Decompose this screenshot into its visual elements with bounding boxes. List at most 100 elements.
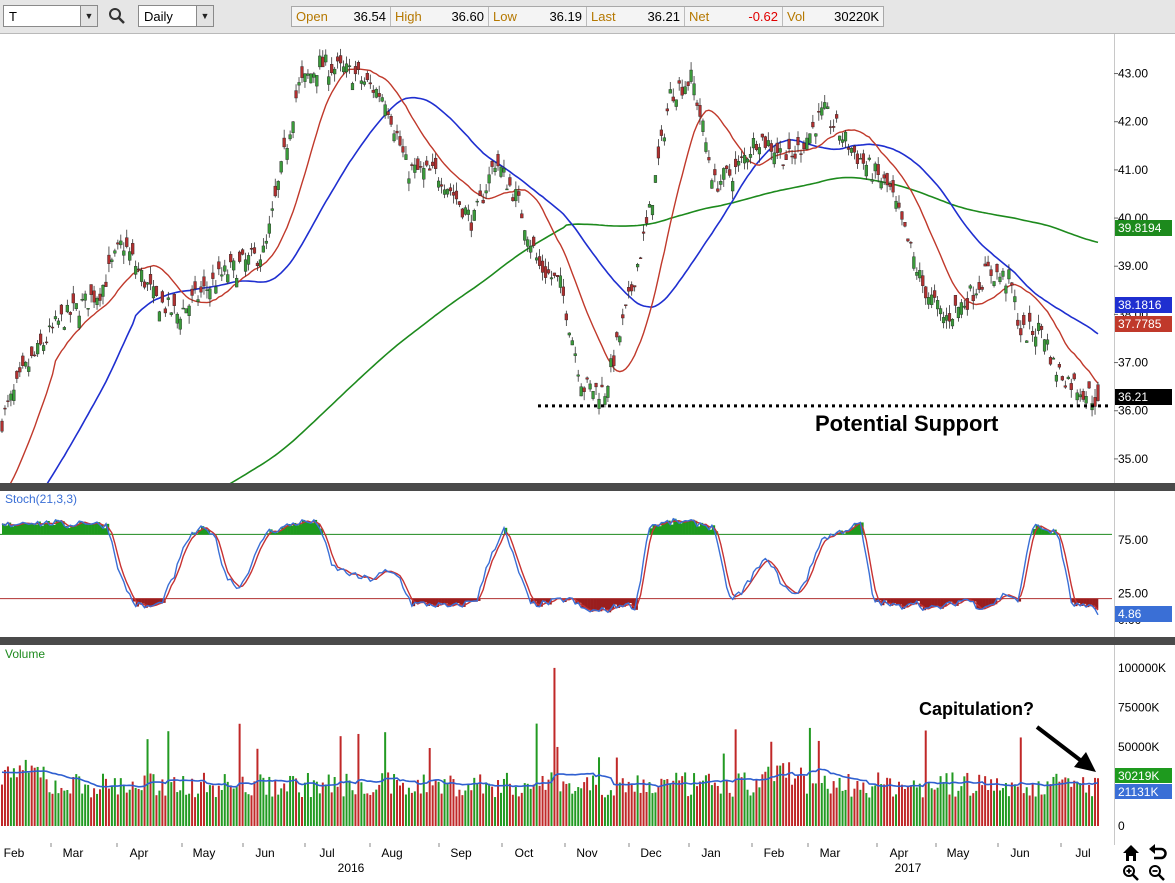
volume-bar [737, 773, 740, 826]
home-icon[interactable] [1122, 844, 1140, 862]
candle-body [796, 137, 800, 146]
volume-tick-label: 0 [1118, 819, 1125, 833]
candle-body [606, 386, 610, 398]
candle-body [594, 382, 598, 388]
candle-body [181, 307, 185, 310]
volume-bar [734, 729, 737, 826]
candle-body [671, 96, 675, 102]
x-month-label: Jul [319, 846, 334, 860]
candle-body [315, 75, 319, 87]
candle-body [445, 188, 450, 195]
candle-body [835, 114, 839, 119]
volume-bar [918, 783, 921, 826]
candle-body [196, 299, 200, 302]
overbought-fill [304, 521, 309, 535]
candle-body [1075, 392, 1079, 401]
panel-divider[interactable] [0, 637, 1175, 645]
volume-tick-label: 75000K [1118, 700, 1159, 714]
candle-body [823, 102, 827, 109]
candle-body [344, 63, 349, 73]
symbol-input[interactable]: T ▼ [3, 5, 98, 27]
candle-body [448, 187, 453, 192]
search-icon[interactable] [108, 7, 126, 25]
period-select[interactable]: Daily ▼ [138, 5, 214, 27]
volume-bar [238, 723, 241, 826]
candle-body [647, 204, 652, 208]
candle-body [754, 143, 759, 150]
volume-bar [140, 790, 143, 826]
candle-body [306, 73, 310, 76]
candle-body [520, 213, 524, 219]
low-label: Low [493, 9, 517, 24]
x-month-label: Dec [640, 846, 661, 860]
high-value: 36.60 [451, 9, 484, 24]
volume-bar [185, 794, 188, 826]
volume-bar [161, 779, 164, 826]
volume-bar [829, 793, 832, 826]
candle-body [508, 177, 512, 186]
candle-body [936, 300, 940, 310]
candle-body [558, 275, 562, 288]
candle-body [282, 137, 286, 148]
volume-bar [978, 774, 981, 826]
volume-bar [921, 797, 924, 826]
candle-body [395, 130, 399, 134]
volume-bar [609, 790, 612, 826]
overbought-fill [16, 524, 21, 535]
stoch-tick-label: 75.00 [1118, 533, 1148, 547]
chart-area[interactable]: 35.0036.0037.0038.0039.0040.0041.0042.00… [0, 34, 1175, 883]
overbought-fill [296, 525, 300, 535]
candle-body [748, 154, 753, 158]
zoom-out-icon[interactable] [1148, 864, 1166, 882]
volume-bar [443, 779, 446, 826]
volume-bar [817, 740, 820, 826]
candle-body [698, 105, 702, 117]
candle-body [817, 111, 821, 113]
candle-body [258, 259, 263, 267]
candle-body [832, 126, 836, 128]
vol-field: Vol 30220K [783, 7, 883, 26]
candle-body [148, 274, 153, 285]
candle-body [235, 277, 239, 288]
volume-bar [479, 774, 482, 826]
candle-body [484, 190, 488, 194]
volume-bar [306, 773, 309, 826]
volume-bar [431, 785, 434, 826]
volume-ma-tag [1115, 784, 1172, 799]
overbought-fill [1044, 529, 1048, 535]
chevron-down-icon[interactable]: ▼ [80, 6, 97, 26]
volume-bar [743, 772, 746, 826]
overbought-fill [100, 525, 104, 535]
candle-body [44, 341, 49, 344]
candle-body [621, 314, 625, 319]
volume-tick-label: 100000K [1118, 661, 1166, 675]
candle-body [668, 89, 672, 94]
candle-body [460, 208, 464, 218]
volume-bar [823, 775, 826, 826]
volume-bar [381, 773, 384, 826]
candle-body [392, 133, 396, 142]
overbought-fill [293, 522, 297, 535]
volume-bar [987, 790, 990, 826]
panel-divider[interactable] [0, 483, 1175, 491]
volume-bar [1064, 777, 1067, 826]
candle-body [956, 306, 961, 319]
undo-icon[interactable] [1148, 844, 1168, 862]
candle-body [466, 209, 470, 215]
candle-body [766, 140, 770, 146]
candle-body [633, 285, 637, 288]
candle-body [879, 181, 883, 189]
volume-bar [116, 794, 119, 826]
volume-tick-label: 50000K [1118, 740, 1159, 754]
candle-body [30, 346, 34, 357]
overbought-fill [708, 529, 713, 535]
chevron-down-icon[interactable]: ▼ [196, 6, 213, 26]
oversold-fill [934, 598, 938, 607]
zoom-in-icon[interactable] [1122, 864, 1140, 882]
volume-bar [363, 793, 366, 826]
candle-body [437, 180, 441, 188]
volume-bar [90, 797, 93, 826]
volume-bar [262, 777, 265, 826]
candle-body [377, 93, 381, 97]
volume-bar [749, 795, 752, 826]
